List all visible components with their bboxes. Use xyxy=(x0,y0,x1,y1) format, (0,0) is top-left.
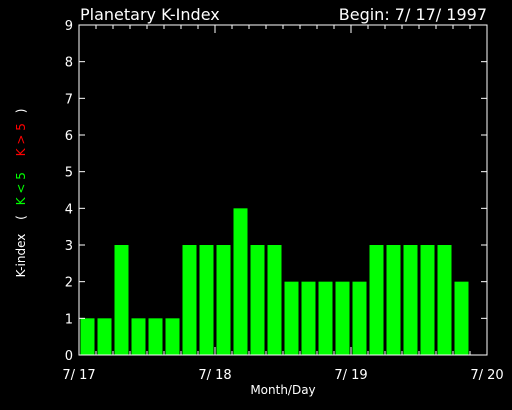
y-tick-label: 6 xyxy=(65,129,73,144)
svg-text:K-index ( K < 5: K-index ( K < 5 K > 5 ) xyxy=(14,109,28,278)
x-tick-label: 7/ 20 xyxy=(470,368,503,383)
y-tick-label: 8 xyxy=(65,56,73,71)
k-index-bar xyxy=(386,245,401,355)
x-tick-labels: 7/ 17 7/ 18 7/ 19 7/ 20 xyxy=(62,368,503,383)
y-tick-label: 0 xyxy=(65,349,73,364)
k-index-bar xyxy=(267,245,282,355)
x-tick-label: 7/ 18 xyxy=(198,368,231,383)
k-index-bar xyxy=(250,245,265,355)
k-index-bar xyxy=(80,318,95,355)
k-index-bar xyxy=(369,245,384,355)
bars-group xyxy=(80,208,469,355)
chart-title: Planetary K-Index xyxy=(80,5,220,24)
y-axis-label-open: ( xyxy=(14,215,28,220)
k-index-bar xyxy=(148,318,163,355)
k-index-bar xyxy=(284,281,299,355)
y-tick-label: 5 xyxy=(65,166,73,181)
y-tick-label: 2 xyxy=(65,276,73,291)
y-axis-label: K-index ( K < 5 K > 5 ) xyxy=(14,109,28,278)
k-index-bar xyxy=(131,318,146,355)
x-axis-label: Month/Day xyxy=(250,383,315,397)
y-tick-label: 9 xyxy=(65,19,73,34)
k-index-bar xyxy=(97,318,112,355)
axes-group xyxy=(78,24,488,356)
y-axis-label-prefix: K-index xyxy=(14,234,28,278)
y-axis-label-low: K < 5 xyxy=(14,172,28,205)
y-axis-label-high: K > 5 xyxy=(14,123,28,156)
y-axis-label-close: ) xyxy=(14,109,28,114)
k-index-bar xyxy=(199,245,214,355)
x-tick-label: 7/ 19 xyxy=(334,368,367,383)
y-tick-label: 7 xyxy=(65,92,73,107)
x-tick-label: 7/ 17 xyxy=(62,368,95,383)
k-index-bar xyxy=(233,208,248,355)
k-index-bar xyxy=(114,245,129,355)
k-index-bar xyxy=(318,281,333,355)
k-index-bar xyxy=(216,245,231,355)
k-index-bar xyxy=(454,281,469,355)
k-index-bar xyxy=(420,245,435,355)
k-index-bar xyxy=(437,245,452,355)
y-tick-label: 3 xyxy=(65,239,73,254)
k-index-bar xyxy=(352,281,367,355)
y-tick-label: 4 xyxy=(65,202,73,217)
k-index-bar xyxy=(335,281,350,355)
y-tick-labels: 0 1 2 3 4 5 6 7 8 9 xyxy=(65,19,73,364)
y-tick-label: 1 xyxy=(65,312,73,327)
k-index-bar xyxy=(165,318,180,355)
k-index-bar xyxy=(182,245,197,355)
k-index-bar xyxy=(301,281,316,355)
k-index-bar xyxy=(403,245,418,355)
begin-date-label: Begin: 7/ 17/ 1997 xyxy=(339,5,487,24)
